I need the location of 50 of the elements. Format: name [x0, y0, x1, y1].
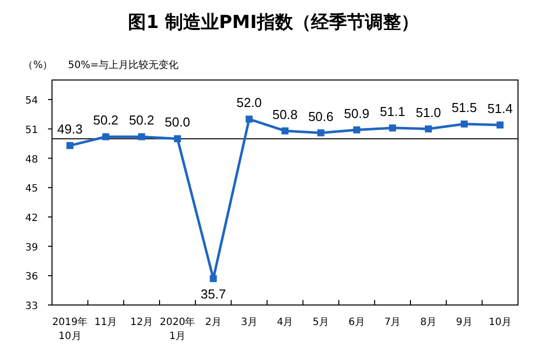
point [282, 127, 288, 134]
text: 50%=与上月比较无变化 [68, 59, 179, 71]
point [317, 129, 324, 136]
data-label: 50.2 [128, 112, 154, 128]
data-label: 50.0 [164, 114, 190, 130]
x-tick-label: 2020年 1月 [160, 316, 196, 342]
y-tick-label: 48 [25, 154, 38, 166]
data-label: 50.2 [93, 112, 118, 128]
x-tick-label: 7月 [384, 317, 401, 328]
y-tick-label: 54 [25, 96, 38, 107]
x-tick-label: 11月 [94, 317, 118, 328]
y-tick-label: 45 [25, 184, 38, 195]
point [460, 120, 468, 128]
y-tick-label: 36 [25, 272, 38, 283]
point [210, 275, 217, 282]
chart-title: 图1 制造业PMI指数（经季节调整） [128, 12, 419, 33]
x-tick-label: 6月 [348, 317, 365, 328]
y-tick-label: 39 [25, 242, 38, 254]
x-tick-label: 12月 [130, 317, 153, 328]
x-tick-label: 2月 [205, 317, 222, 328]
x-tick-label: 2019年 10月 [52, 316, 88, 342]
point [353, 126, 360, 134]
data-label: 50.8 [272, 106, 298, 122]
point [389, 124, 396, 132]
x-tick-label: 9月 [456, 317, 472, 328]
y-tick-label: 51 [25, 124, 38, 136]
point [66, 142, 74, 150]
x-tick-label: 8月 [420, 317, 437, 328]
data-label: 50.9 [344, 106, 370, 121]
x-tick-label: 4月 [276, 317, 294, 328]
x-tick-label: 3月 [240, 317, 258, 328]
point [102, 133, 110, 140]
data-label: 52.0 [236, 95, 262, 110]
y-tick-label: 42 [25, 212, 38, 224]
data-label: 35.7 [200, 286, 226, 302]
y-tick-label: 33 [25, 301, 38, 312]
point [424, 125, 432, 132]
x-tick-label: 10月 [488, 317, 512, 328]
data-label: 49.3 [57, 122, 83, 137]
data-label: 51.4 [487, 101, 513, 116]
x-tick-label: 5月 [312, 317, 330, 328]
point [496, 122, 504, 128]
point [138, 133, 146, 140]
data-label: 51.0 [416, 104, 442, 120]
y-axis-title: （%） [23, 60, 53, 71]
point [246, 116, 253, 123]
data-label: 50.6 [308, 108, 334, 124]
data-label: 51.1 [380, 104, 406, 119]
data-label: 51.5 [452, 100, 477, 116]
point [174, 135, 181, 142]
